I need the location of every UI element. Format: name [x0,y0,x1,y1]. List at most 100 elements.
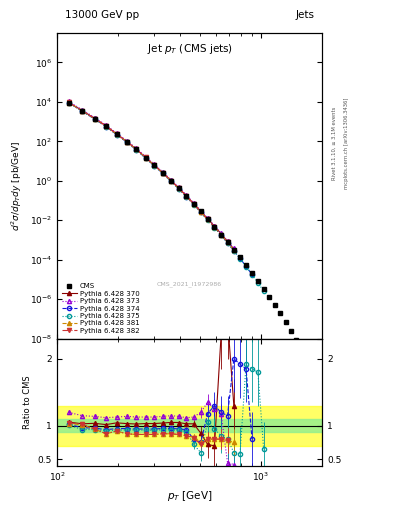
CMS [134,146,139,153]
Pythia 6.428 374 [219,232,224,238]
CMS [273,302,277,308]
Pythia 6.428 381 [104,123,108,129]
Pythia 6.428 375 [80,109,84,115]
Pythia 6.428 374 [184,194,189,200]
CMS [244,262,248,268]
Pythia 6.428 375 [198,209,203,216]
Pythia 6.428 382 [169,178,173,184]
Pythia 6.428 373 [212,223,217,229]
Pythia 6.428 374 [231,247,236,253]
Line: Pythia 6.428 373: Pythia 6.428 373 [66,99,236,250]
CMS [92,116,97,122]
Pythia 6.428 370 [198,208,203,214]
CMS [284,319,288,325]
Pythia 6.428 373 [80,106,84,113]
Pythia 6.428 382 [66,99,71,105]
Pythia 6.428 381 [184,193,189,199]
Pythia 6.428 370 [184,193,189,199]
CMS [255,278,260,284]
Pythia 6.428 374 [66,99,71,105]
Pythia 6.428 381 [225,239,230,245]
Pythia 6.428 373 [191,200,196,206]
CMS [176,185,181,191]
Pythia 6.428 374 [125,139,129,145]
CMS [160,170,165,176]
Pythia 6.428 373 [231,245,236,251]
Text: mcplots.cern.ch [arXiv:1306.3436]: mcplots.cern.ch [arXiv:1306.3436] [344,98,349,189]
Pythia 6.428 375 [205,217,210,223]
Pythia 6.428 373 [114,130,119,136]
CMS [238,254,242,261]
Text: Jets: Jets [296,10,314,20]
Pythia 6.428 370 [205,216,210,222]
Pythia 6.428 375 [219,232,224,239]
Pythia 6.428 375 [160,170,165,177]
Pythia 6.428 370 [104,123,108,129]
CMS [231,247,236,253]
Pythia 6.428 374 [152,163,157,169]
CMS [125,139,129,145]
Text: Jet $p_T$ (CMS jets): Jet $p_T$ (CMS jets) [147,42,233,56]
Pythia 6.428 381 [125,139,129,145]
Pythia 6.428 381 [92,116,97,122]
Pythia 6.428 375 [231,248,236,254]
CMS [225,239,230,245]
Pythia 6.428 381 [191,201,196,207]
Pythia 6.428 370 [160,169,165,176]
CMS [250,270,254,276]
Pythia 6.428 381 [176,185,181,191]
Pythia 6.428 370 [152,162,157,168]
Pythia 6.428 370 [219,230,224,237]
Pythia 6.428 375 [176,186,181,192]
Pythia 6.428 382 [125,139,129,145]
Pythia 6.428 370 [212,223,217,229]
Pythia 6.428 374 [212,224,217,230]
Pythia 6.428 370 [176,185,181,191]
Pythia 6.428 382 [198,209,203,215]
Pythia 6.428 381 [198,209,203,215]
Line: CMS: CMS [66,100,304,352]
Pythia 6.428 373 [205,215,210,221]
Pythia 6.428 375 [152,163,157,169]
Y-axis label: Ratio to CMS: Ratio to CMS [23,375,32,429]
Pythia 6.428 375 [92,116,97,122]
Pythia 6.428 370 [66,99,71,105]
CMS [294,337,299,343]
Pythia 6.428 375 [66,100,71,106]
Pythia 6.428 375 [250,271,254,278]
Pythia 6.428 382 [225,239,230,245]
Pythia 6.428 381 [80,108,84,114]
Pythia 6.428 374 [191,201,196,207]
CMS [104,123,108,129]
Pythia 6.428 375 [125,139,129,145]
Pythia 6.428 374 [134,147,139,153]
CMS [80,108,84,114]
Pythia 6.428 375 [143,155,148,161]
Pythia 6.428 374 [160,170,165,177]
Pythia 6.428 374 [225,240,230,246]
Pythia 6.428 382 [191,201,196,207]
CMS [184,193,189,199]
Pythia 6.428 382 [212,224,217,230]
Pythia 6.428 375 [225,240,230,246]
Pythia 6.428 381 [160,170,165,176]
Legend: CMS, Pythia 6.428 370, Pythia 6.428 373, Pythia 6.428 374, Pythia 6.428 375, Pyt: CMS, Pythia 6.428 370, Pythia 6.428 373,… [61,282,141,335]
Pythia 6.428 373 [219,230,224,237]
Pythia 6.428 373 [198,207,203,214]
Pythia 6.428 374 [80,108,84,114]
Pythia 6.428 382 [114,131,119,137]
Pythia 6.428 381 [114,131,119,137]
Pythia 6.428 381 [212,224,217,230]
Pythia 6.428 375 [184,194,189,200]
Line: Pythia 6.428 370: Pythia 6.428 370 [66,100,236,251]
Pythia 6.428 374 [198,209,203,215]
Text: Rivet 3.1.10, ≥ 3.1M events: Rivet 3.1.10, ≥ 3.1M events [332,106,337,180]
CMS [66,100,71,106]
CMS [152,162,157,168]
Pythia 6.428 381 [231,247,236,253]
Pythia 6.428 375 [212,225,217,231]
Pythia 6.428 374 [205,217,210,223]
Pythia 6.428 373 [125,138,129,144]
Text: 13000 GeV pp: 13000 GeV pp [65,10,139,20]
Pythia 6.428 375 [104,123,108,130]
